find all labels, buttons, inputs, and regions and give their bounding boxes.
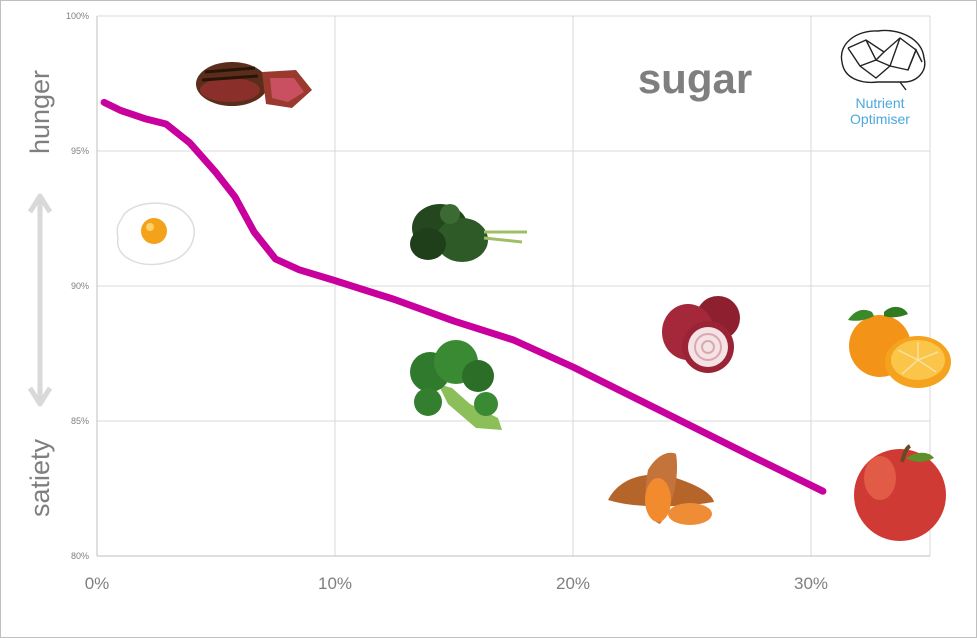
egg-icon — [116, 202, 195, 266]
x-tick-labels: 0% 10% 20% 30% — [85, 574, 828, 593]
orange-icon — [848, 306, 951, 388]
y-tick-label: 85% — [71, 416, 89, 426]
x-tick-label: 30% — [794, 574, 828, 593]
x-tick-label: 10% — [318, 574, 352, 593]
gridlines — [96, 15, 931, 557]
onion-icon — [662, 296, 740, 373]
kale-icon — [410, 204, 527, 262]
hunger-satiety-arrow-icon — [27, 193, 53, 407]
x-tick-label: 0% — [85, 574, 110, 593]
sugar-series-line — [100, 98, 827, 495]
broccoli-icon — [410, 340, 502, 430]
satiety-label: satiety — [25, 438, 55, 517]
apple-icon — [854, 444, 946, 541]
hunger-label: hunger — [25, 70, 55, 154]
nutrient-optimiser-logo: Nutrient Optimiser — [840, 29, 926, 127]
y-tick-label: 80% — [71, 551, 89, 561]
y-tick-label: 90% — [71, 281, 89, 291]
brain-icon — [840, 29, 926, 91]
chart-title: sugar — [638, 55, 752, 102]
sweet-potato-icon — [608, 452, 714, 525]
y-tick-labels: 80% 85% 90% 95% 100% — [66, 11, 89, 561]
y-tick-label: 95% — [71, 146, 89, 156]
steak-icon — [196, 62, 312, 108]
brand-line2: Optimiser — [850, 111, 910, 127]
x-tick-label: 20% — [556, 574, 590, 593]
brand-line1: Nutrient — [855, 95, 904, 111]
y-tick-label: 100% — [66, 11, 89, 21]
